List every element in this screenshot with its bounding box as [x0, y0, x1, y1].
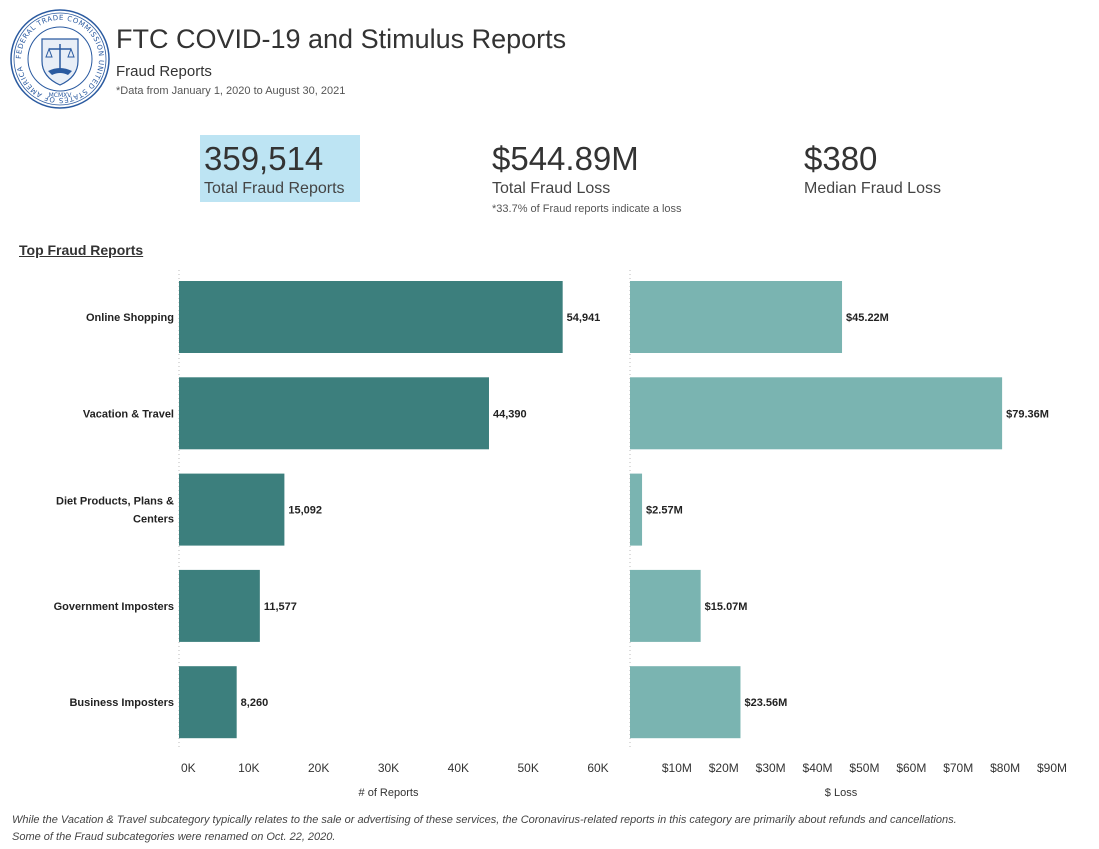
category-label: Online Shopping: [86, 312, 174, 324]
category-label: Government Imposters: [54, 601, 174, 613]
tick-label: $60M: [896, 761, 926, 775]
tick-label: 20K: [308, 761, 329, 775]
axis-label: $ Loss: [825, 787, 858, 799]
seal-year: MCMXV: [49, 92, 73, 99]
data-label: 44,390: [493, 408, 527, 420]
bar-0-4: [179, 666, 237, 739]
data-label: 54,941: [567, 312, 601, 324]
data-label: 8,260: [241, 697, 269, 709]
bar-1-0: [630, 281, 843, 353]
axis-label: # of Reports: [359, 787, 419, 799]
category-label: Business Imposters: [69, 697, 174, 709]
tick-label: 40K: [448, 761, 469, 775]
data-label: $15.07M: [705, 601, 748, 613]
tick-label: 0K: [181, 761, 196, 775]
kpi-label: Median Fraud Loss: [804, 180, 941, 197]
bar-0-2: [179, 473, 285, 546]
bar-1-3: [630, 569, 701, 642]
kpi-label: Total Fraud Loss: [492, 180, 611, 197]
data-label: $2.57M: [646, 505, 683, 517]
category-label: Vacation & Travel: [83, 408, 174, 420]
tick-label: $80M: [990, 761, 1020, 775]
tick-label: $20M: [709, 761, 739, 775]
kpi-value: 359,514: [204, 140, 324, 177]
kpi-total-fraud-reports[interactable]: 359,514 Total Fraud Reports: [200, 135, 360, 202]
tick-label: 60K: [587, 761, 608, 775]
tick-label: 30K: [378, 761, 399, 775]
page-title: FTC COVID-19 and Stimulus Reports: [116, 24, 567, 54]
section-title-top-fraud-reports: Top Fraud Reports: [19, 242, 144, 258]
ftc-seal-logo: FEDERAL TRADE COMMISSION UNITED STATES O…: [10, 9, 110, 109]
kpi-label: Total Fraud Reports: [204, 180, 345, 197]
kpi-value: $544.89M: [492, 140, 639, 177]
tick-label: $10M: [662, 761, 692, 775]
category-label: Diet Products, Plans &: [56, 496, 174, 508]
bar-1-2: [630, 473, 643, 546]
tick-label: 50K: [517, 761, 538, 775]
category-label: Centers: [133, 514, 174, 526]
page-subtitle: Fraud Reports: [116, 63, 212, 80]
tick-label: $40M: [803, 761, 833, 775]
tick-label: $50M: [849, 761, 879, 775]
footnote-renamed: Some of the Fraud subcategories were ren…: [12, 831, 336, 843]
kpi-loss-note: *33.7% of Fraud reports indicate a loss: [492, 203, 682, 215]
bar-1-1: [630, 377, 1003, 450]
data-label: $79.36M: [1006, 408, 1049, 420]
data-label: $23.56M: [744, 697, 787, 709]
kpi-median-fraud-loss[interactable]: $380 Median Fraud Loss: [804, 139, 941, 199]
kpi-value: $380: [804, 140, 878, 177]
data-label: 11,577: [264, 601, 297, 613]
bar-0-3: [179, 569, 260, 642]
tick-label: $90M: [1037, 761, 1067, 775]
bar-1-4: [630, 666, 741, 739]
date-range-note: *Data from January 1, 2020 to August 30,…: [116, 85, 346, 97]
kpi-total-fraud-loss[interactable]: $544.89M Total Fraud Loss *33.7% of Frau…: [492, 139, 682, 215]
tick-label: $30M: [756, 761, 786, 775]
bar-0-1: [179, 377, 489, 450]
tick-label: 10K: [238, 761, 259, 775]
bar-0-0: [179, 281, 563, 353]
tick-label: $70M: [943, 761, 973, 775]
data-label: $45.22M: [846, 312, 889, 324]
data-label: 15,092: [288, 505, 322, 517]
footnote-vacation-travel: While the Vacation & Travel subcategory …: [12, 814, 957, 826]
